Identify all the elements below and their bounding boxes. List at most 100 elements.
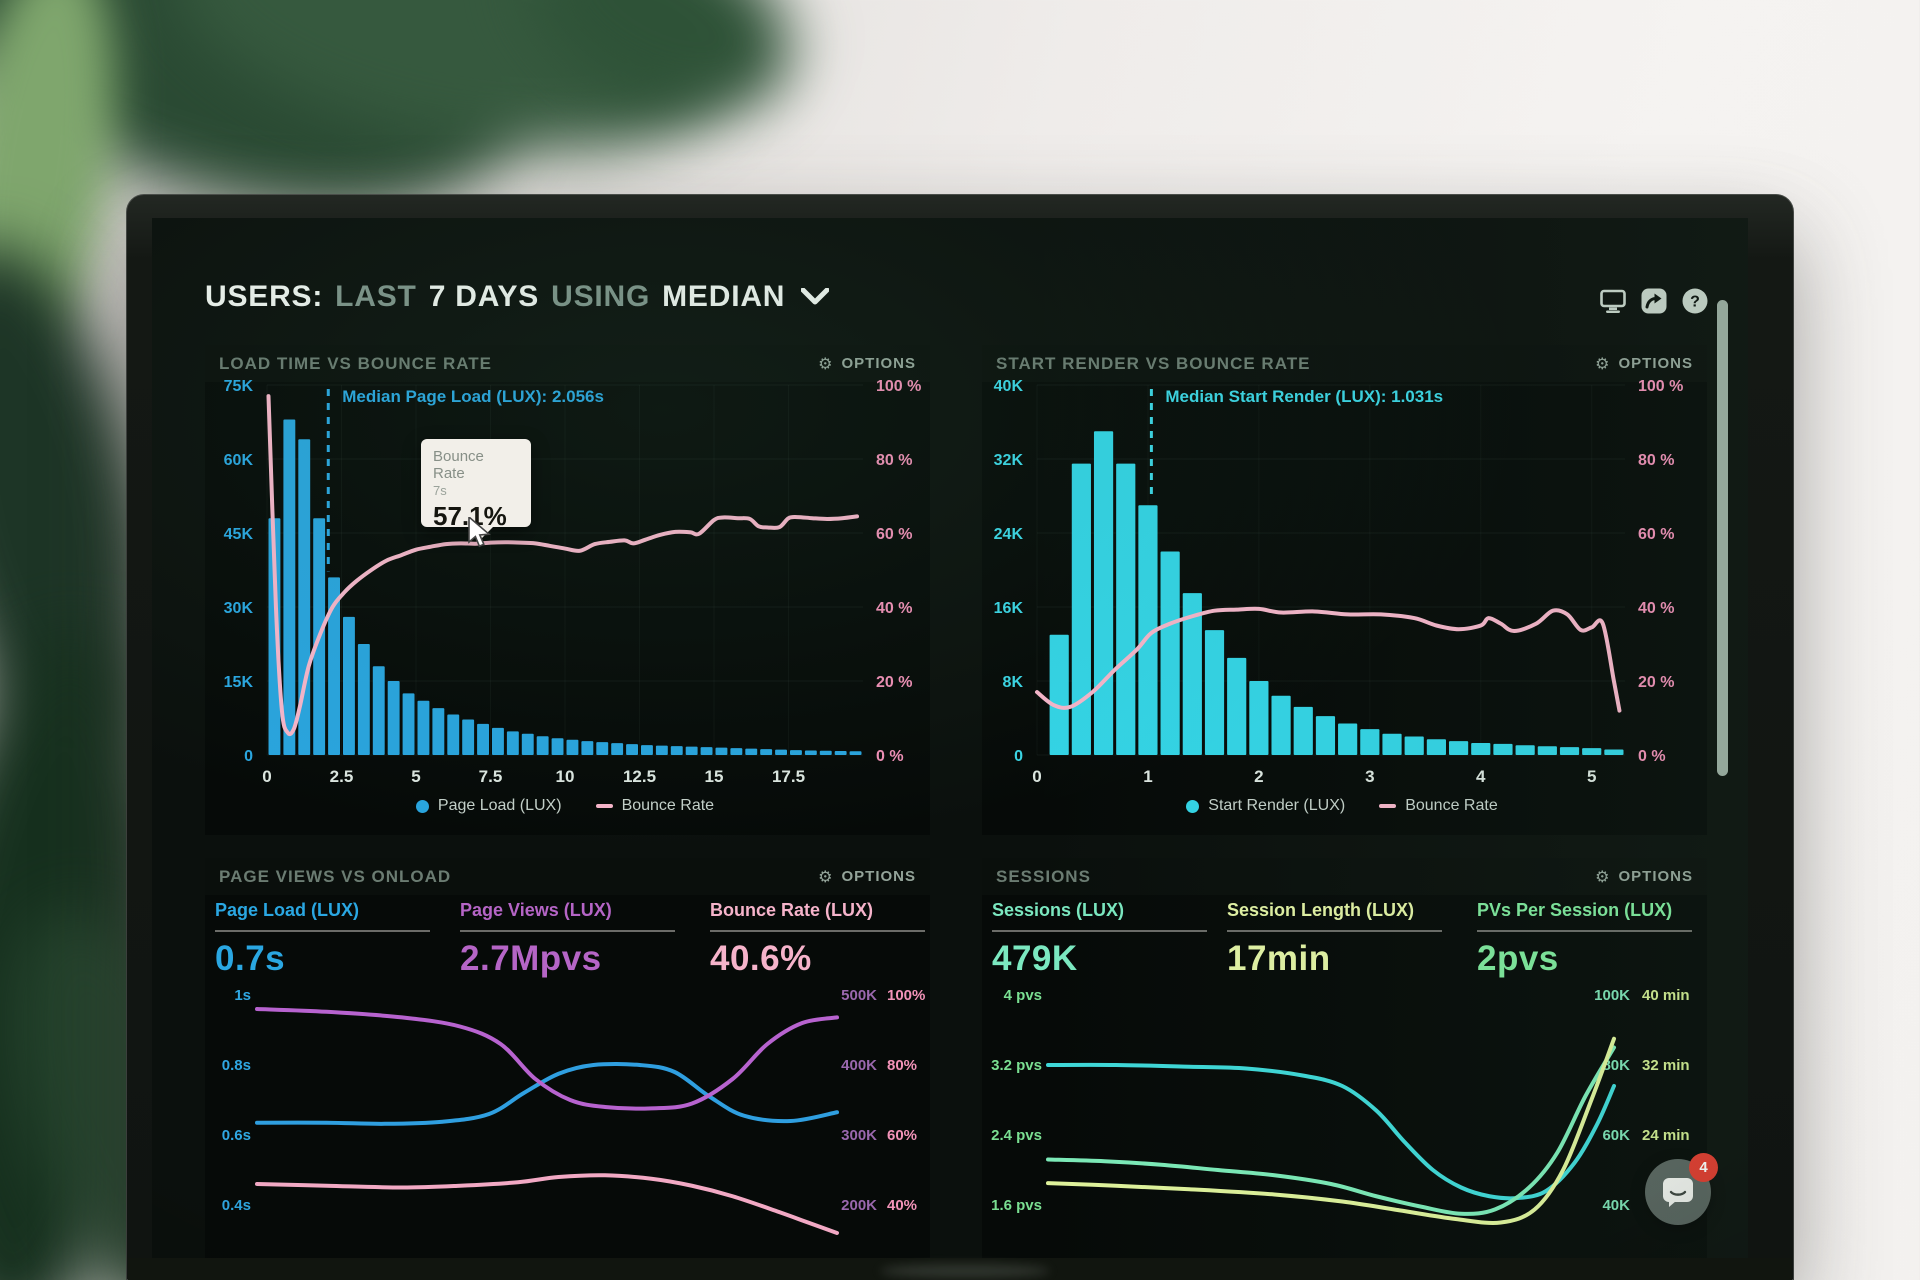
metric-underline xyxy=(992,930,1207,932)
mouse-cursor-icon xyxy=(468,517,491,548)
chat-unread-badge: 4 xyxy=(1689,1153,1718,1182)
svg-text:1.6 pvs: 1.6 pvs xyxy=(991,1197,1042,1214)
svg-text:40 min: 40 min xyxy=(1642,987,1690,1004)
laptop-screen: USERS: LAST 7 DAYS USING MEDIAN ? xyxy=(152,218,1748,1280)
svg-text:32 min: 32 min xyxy=(1642,1057,1690,1074)
svg-text:?: ? xyxy=(1690,294,1700,311)
panel-header: SESSIONS ⚙ OPTIONS xyxy=(982,858,1707,895)
title-segment: USING xyxy=(551,280,651,313)
metrics-row: Sessions (LUX) 479K Session Length (LUX)… xyxy=(982,900,1707,990)
chart-tooltip: Bounce Rate 7s 57.1% xyxy=(421,439,531,538)
share-icon[interactable] xyxy=(1641,288,1667,314)
svg-text:15K: 15K xyxy=(224,674,254,691)
options-button[interactable]: ⚙ OPTIONS xyxy=(1595,866,1693,886)
svg-text:40K: 40K xyxy=(1602,1197,1630,1214)
legend-item[interactable]: Bounce Rate xyxy=(1379,797,1498,815)
panel-page-views-vs-onload: PAGE VIEWS VS ONLOAD ⚙ OPTIONS Page Load… xyxy=(205,858,930,1280)
chart-legend: Start Render (LUX) Bounce Rate xyxy=(1044,797,1640,815)
svg-text:20 %: 20 % xyxy=(876,674,912,691)
legend-dot-icon xyxy=(1186,799,1200,813)
panel-header: PAGE VIEWS VS ONLOAD ⚙ OPTIONS xyxy=(205,858,930,895)
options-button[interactable]: ⚙ OPTIONS xyxy=(1595,353,1693,373)
svg-text:Median Page Load (LUX): 2.056s: Median Page Load (LUX): 2.056s xyxy=(342,387,604,406)
svg-text:3: 3 xyxy=(1365,767,1374,786)
legend-item[interactable]: Bounce Rate xyxy=(595,797,714,815)
panel-title: START RENDER VS BOUNCE RATE xyxy=(996,353,1311,373)
svg-text:40 %: 40 % xyxy=(1638,600,1674,617)
metrics-row: Page Load (LUX) 0.7s Page Views (LUX) 2.… xyxy=(205,900,930,990)
chevron-down-icon xyxy=(801,288,830,305)
svg-text:2.4 pvs: 2.4 pvs xyxy=(991,1127,1042,1144)
svg-text:300K: 300K xyxy=(841,1127,877,1144)
chart-legend: Page Load (LUX) Bounce Rate xyxy=(267,797,863,815)
svg-text:20 %: 20 % xyxy=(1638,674,1674,691)
svg-text:40K: 40K xyxy=(994,378,1024,395)
svg-text:24 min: 24 min xyxy=(1642,1127,1690,1144)
svg-text:500K: 500K xyxy=(841,987,877,1004)
gear-icon: ⚙ xyxy=(818,866,834,886)
svg-text:2.5: 2.5 xyxy=(330,767,354,786)
options-button[interactable]: ⚙ OPTIONS xyxy=(818,866,916,886)
panel-header: START RENDER VS BOUNCE RATE ⚙ OPTIONS xyxy=(982,345,1707,382)
title-segment: MEDIAN xyxy=(662,280,786,313)
panel-title: SESSIONS xyxy=(996,866,1091,886)
help-icon[interactable]: ? xyxy=(1682,288,1708,314)
metric-sessions: Sessions (LUX) 479K xyxy=(992,900,1207,979)
svg-text:0.4s: 0.4s xyxy=(222,1197,251,1214)
svg-text:16K: 16K xyxy=(994,600,1024,617)
sessions-chart[interactable]: 4 pvs 100K 40 min 3.2 pvs 80K 32 min 2.4 pvs 60… xyxy=(982,858,1707,1280)
panel-load-time-vs-bounce-rate: LOAD TIME VS BOUNCE RATE ⚙ OPTIONS 75K 10… xyxy=(205,345,930,835)
metric-bounce-rate: Bounce Rate (LUX) 40.6% xyxy=(710,900,925,979)
svg-text:24K: 24K xyxy=(994,526,1024,543)
svg-text:60 %: 60 % xyxy=(1638,526,1674,543)
svg-text:100 %: 100 % xyxy=(876,378,921,395)
svg-text:80 %: 80 % xyxy=(876,452,912,469)
svg-text:100%: 100% xyxy=(887,987,925,1004)
svg-text:0: 0 xyxy=(244,748,253,765)
svg-text:80K: 80K xyxy=(1602,1057,1630,1074)
display-icon[interactable] xyxy=(1600,288,1626,314)
svg-text:0: 0 xyxy=(1032,767,1041,786)
legend-dash-icon xyxy=(595,804,613,808)
chat-bubble-icon xyxy=(1663,1178,1693,1207)
svg-text:2: 2 xyxy=(1254,767,1263,786)
svg-text:0 %: 0 % xyxy=(1638,748,1666,765)
svg-text:12.5: 12.5 xyxy=(623,767,656,786)
metric-pvs-per-session: PVs Per Session (LUX) 2pvs xyxy=(1477,900,1692,979)
panel-header: LOAD TIME VS BOUNCE RATE ⚙ OPTIONS xyxy=(205,345,930,382)
scrollbar[interactable] xyxy=(1717,300,1728,776)
page-views-chart[interactable]: 1s 500K 100% 0.8s 400K 80% 0.6s 300K 60% 0.4s 200K… xyxy=(205,858,930,1280)
svg-text:80%: 80% xyxy=(887,1057,917,1074)
metric-underline xyxy=(1227,930,1442,932)
svg-text:60 %: 60 % xyxy=(876,526,912,543)
metric-underline xyxy=(1477,930,1692,932)
legend-item[interactable]: Page Load (LUX) xyxy=(415,797,562,815)
load-time-chart[interactable]: 75K 100 % 60K 80 % 45K 60 % 30K 40 % 15K 20 % 0 0 %… xyxy=(205,345,930,797)
svg-text:0.6s: 0.6s xyxy=(222,1127,251,1144)
title-segment: LAST xyxy=(335,280,417,313)
gear-icon: ⚙ xyxy=(1595,866,1611,886)
svg-text:0.8s: 0.8s xyxy=(222,1057,251,1074)
svg-text:5: 5 xyxy=(411,767,420,786)
page-title-bar: USERS: LAST 7 DAYS USING MEDIAN xyxy=(205,280,830,314)
users-range-dropdown[interactable]: USERS: LAST 7 DAYS USING MEDIAN xyxy=(205,280,830,314)
svg-text:100 %: 100 % xyxy=(1638,378,1683,395)
svg-text:5: 5 xyxy=(1587,767,1596,786)
legend-item[interactable]: Start Render (LUX) xyxy=(1186,797,1345,815)
metric-page-load: Page Load (LUX) 0.7s xyxy=(215,900,430,979)
svg-text:80 %: 80 % xyxy=(1638,452,1674,469)
laptop-logo-glow xyxy=(880,1264,1050,1278)
metric-session-length: Session Length (LUX) 17min xyxy=(1227,900,1442,979)
metric-underline xyxy=(710,930,925,932)
svg-text:1: 1 xyxy=(1143,767,1152,786)
start-render-chart[interactable]: 40K 100 % 32K 80 % 24K 60 % 16K 40 % 8K 20 % 0 0 % 0… xyxy=(982,345,1707,797)
options-button[interactable]: ⚙ OPTIONS xyxy=(818,353,916,373)
legend-dot-icon xyxy=(415,799,429,813)
svg-text:Median Start Render (LUX): 1.0: Median Start Render (LUX): 1.031s xyxy=(1165,387,1443,406)
svg-text:0 %: 0 % xyxy=(876,748,904,765)
title-segment: 7 DAYS xyxy=(428,280,540,313)
svg-text:60%: 60% xyxy=(887,1127,917,1144)
panel-title: PAGE VIEWS VS ONLOAD xyxy=(219,866,452,886)
legend-dash-icon xyxy=(1379,804,1397,808)
metric-page-views: Page Views (LUX) 2.7Mpvs xyxy=(460,900,675,979)
